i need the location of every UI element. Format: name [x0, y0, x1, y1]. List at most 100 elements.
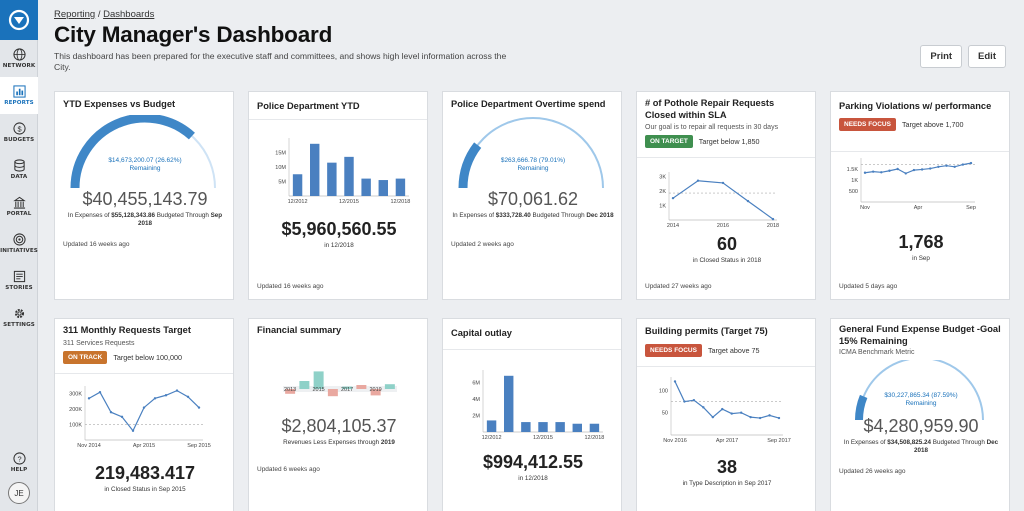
page-description: This dashboard has been prepared for the… — [54, 51, 507, 72]
dollar-icon: $ — [12, 122, 26, 135]
data-point — [777, 416, 781, 420]
police-bar-chart: 15M 10M 5M 12/2012 12/2015 12/2018 — [275, 137, 410, 205]
data-point — [696, 179, 700, 182]
gauge-label: Remaining — [517, 165, 548, 172]
y-tick-label: 100K — [69, 423, 82, 429]
x-tick-label: Sep — [966, 205, 976, 211]
card-capital-outlay[interactable]: Capital outlay 6M 4M 2M 12/2012 12/2015 12/20… — [442, 318, 622, 511]
x-tick-label: Sep 2017 — [767, 438, 791, 444]
svg-text:?: ? — [17, 454, 21, 463]
y-tick-label: 50 — [662, 411, 668, 417]
data-point — [186, 395, 190, 398]
bar — [285, 388, 296, 394]
target-icon — [12, 233, 26, 246]
nav-item-settings[interactable]: SETTINGS — [0, 299, 38, 336]
data-point — [87, 397, 91, 400]
bar — [361, 178, 371, 196]
x-tick-label: 2018 — [767, 223, 779, 229]
data-point — [768, 414, 771, 417]
x-tick-label: 12/2012 — [288, 199, 308, 205]
x-tick-label: Apr 2015 — [133, 443, 155, 449]
y-tick-label: 500 — [849, 189, 858, 195]
caption: in 12/2018 — [324, 241, 354, 249]
updated-text: Updated 5 days ago — [839, 283, 898, 290]
big-number: $70,061.62 — [487, 188, 579, 209]
caption: In Expenses of $34,508,825.24 Budgeted T… — [843, 439, 999, 454]
data-point — [871, 170, 875, 173]
card-financial-summary[interactable]: Financial summary 2013 2015 2017 2019 $2,80… — [248, 318, 428, 511]
logo-icon — [8, 9, 30, 31]
data-point — [692, 399, 696, 402]
updated-text: Updated 2 weeks ago — [451, 241, 514, 248]
data-point — [937, 165, 940, 168]
data-point — [683, 400, 686, 403]
x-tick-label: 2019 — [370, 387, 382, 393]
x-tick-label: Apr — [914, 205, 923, 211]
data-point — [142, 406, 146, 409]
card-title: Capital outlay — [451, 328, 512, 338]
gauge-value: $263,666.78 (79.01%) — [501, 157, 565, 164]
card-building-permits[interactable]: Building permits (Target 75) NEEDS FOCUS… — [636, 318, 816, 511]
big-number: $40,455,143.79 — [82, 188, 208, 209]
x-tick-label: 2016 — [717, 223, 729, 229]
series-line — [674, 381, 780, 419]
big-number: 60 — [716, 234, 738, 254]
card-title: General Fund Expense Budget -Goal 15% Re… — [839, 324, 1001, 346]
card-311-requests[interactable]: 311 Monthly Requests Target 311 Services… — [54, 318, 234, 511]
breadcrumb-dashboards[interactable]: Dashboards — [103, 9, 155, 20]
breadcrumb-separator: / — [95, 9, 104, 20]
data-point — [880, 171, 883, 174]
nav-item-budgets[interactable]: $ BUDGETS — [0, 114, 38, 151]
gauge-label: Remaining — [129, 165, 160, 172]
card-title: YTD Expenses vs Budget — [63, 99, 176, 109]
nav-label: SETTINGS — [3, 322, 35, 328]
y-tick-label: 100 — [659, 388, 668, 394]
nav-item-portal[interactable]: PORTAL — [0, 188, 38, 225]
help-icon: ? — [12, 452, 26, 465]
card-ytd-expenses[interactable]: YTD Expenses vs Budget $14,673,200.07 (2… — [54, 91, 234, 300]
overtime-gauge: $263,666.78 (79.01%) Remaining — [458, 116, 604, 188]
data-point — [673, 380, 677, 383]
big-number: 219,483.417 — [94, 463, 196, 483]
y-tick-label: 1K — [659, 203, 666, 209]
caption: In Expenses of $333,728.40 Budgeted Thro… — [452, 211, 614, 219]
bar — [327, 162, 337, 196]
avatar[interactable]: JE — [8, 482, 30, 504]
nav-item-initiatives[interactable]: INITIATIVES — [0, 225, 38, 262]
edit-button[interactable]: Edit — [968, 45, 1006, 68]
status-badge: NEEDS FOCUS — [645, 343, 702, 357]
data-point — [953, 165, 956, 168]
data-point — [109, 411, 113, 414]
target-text: Target below 100,000 — [113, 352, 183, 362]
capital-bar-chart: 6M 4M 2M 12/2012 12/2015 12/2018 — [472, 369, 604, 441]
help-button[interactable]: ? HELP — [0, 444, 38, 481]
target-text: Target below 1,850 — [698, 137, 760, 146]
card-parking[interactable]: Parking Violations w/ performance NEEDS … — [830, 91, 1010, 300]
card-police-overtime[interactable]: Police Department Overtime spend $263,66… — [442, 91, 622, 300]
print-button[interactable]: Print — [920, 45, 963, 68]
card-general-fund[interactable]: General Fund Expense Budget -Goal 15% Re… — [830, 318, 1010, 511]
nav-item-data[interactable]: DATA — [0, 151, 38, 188]
nav-item-network[interactable]: NETWORK — [0, 40, 38, 77]
x-tick-label: 2015 — [313, 387, 325, 393]
y-tick-label: 5M — [278, 179, 286, 185]
card-police-ytd[interactable]: Police Department YTD 15M 10M 5M 12/2012 12/… — [248, 91, 428, 300]
bar — [378, 179, 388, 196]
nav-item-stories[interactable]: STORIES — [0, 262, 38, 299]
bar — [370, 388, 381, 395]
updated-text: Updated 16 weeks ago — [257, 283, 324, 290]
data-point — [945, 164, 948, 167]
nav-label: INITIATIVES — [0, 248, 38, 254]
card-pothole[interactable]: # of Pothole Repair Requests Closed with… — [636, 91, 816, 300]
data-point — [888, 169, 891, 172]
breadcrumb-reporting[interactable]: Reporting — [54, 9, 96, 20]
nav-item-reports[interactable]: REPORTS — [0, 77, 38, 114]
app-logo[interactable] — [0, 0, 38, 40]
bar — [555, 421, 565, 432]
financial-bar-chart: 2013 2015 2017 2019 — [283, 370, 397, 396]
data-point — [131, 429, 135, 432]
y-tick-label: 1.5K — [847, 167, 859, 173]
card-title: Building permits (Target 75) — [645, 326, 768, 336]
x-tick-label: Nov 2016 — [663, 438, 687, 444]
data-point — [721, 181, 725, 185]
